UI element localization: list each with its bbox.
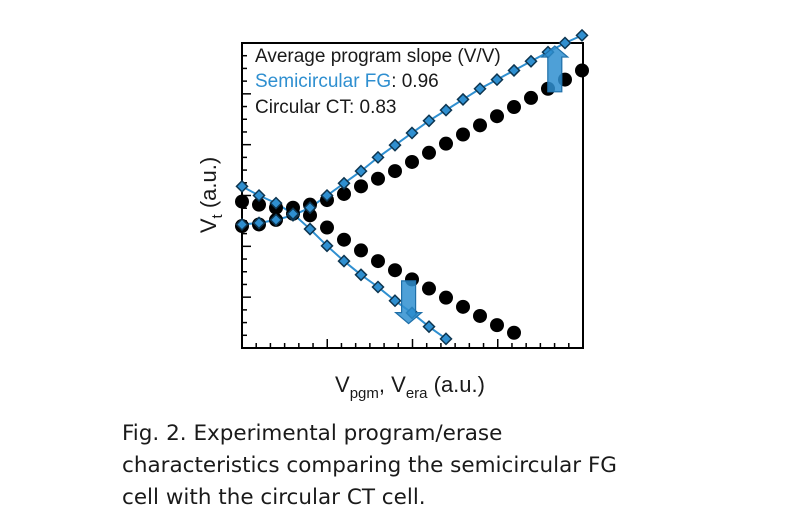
figure-caption: Fig. 2. Experimental program/erase chara… — [122, 418, 762, 514]
point-ct-3-14 — [473, 308, 487, 323]
point-fg-2-7 — [354, 268, 368, 282]
caption-line-2: characteristics comparing the semicircul… — [122, 453, 617, 478]
point-ct-3-4 — [303, 208, 317, 223]
point-fg-0-8 — [371, 150, 385, 164]
point-ct-1-7 — [354, 179, 368, 194]
legend-entry-ct: Circular CT: 0.83 — [255, 97, 397, 118]
point-ct-1-16 — [507, 100, 521, 115]
point-ct-1-6 — [337, 186, 351, 201]
point-fg-2-11 — [422, 320, 436, 334]
point-fg-0-16 — [507, 63, 521, 78]
point-ct-1-1 — [252, 197, 266, 212]
point-fg-2-5 — [320, 239, 334, 253]
point-ct-3-15 — [490, 318, 504, 333]
point-ct-3-7 — [354, 243, 368, 258]
caption-line-1: Fig. 2. Experimental program/erase — [122, 421, 503, 446]
x-axis-label: Vpgm, Vera (a.u.) — [335, 372, 485, 402]
legend-title: Average program slope (V/V) — [255, 46, 501, 67]
legend-fg-value: : 0.96 — [391, 71, 439, 92]
point-fg-0-9 — [388, 138, 402, 152]
point-ct-3-16 — [507, 325, 521, 340]
point-ct-1-20 — [575, 63, 589, 78]
legend-ct-value: : 0.83 — [349, 97, 397, 118]
legend-ct-name: Circular CT — [255, 97, 351, 118]
point-fg-0-12 — [439, 103, 453, 117]
point-ct-3-9 — [388, 263, 402, 278]
point-ct-3-5 — [320, 220, 334, 235]
point-ct-1-15 — [490, 109, 504, 124]
point-ct-1-11 — [422, 145, 436, 160]
point-fg-0-4 — [303, 201, 317, 215]
point-fg-2-4 — [303, 222, 317, 236]
point-ct-3-8 — [371, 254, 385, 269]
point-fg-0-13 — [456, 92, 470, 106]
point-fg-0-1 — [252, 216, 266, 230]
point-ct-3-13 — [456, 299, 470, 314]
point-fg-0-6 — [337, 176, 351, 190]
point-fg-2-3 — [286, 207, 300, 221]
shift-arrows — [393, 45, 570, 325]
point-ct-3-11 — [422, 281, 436, 296]
point-ct-1-14 — [473, 118, 487, 133]
point-ct-3-12 — [439, 290, 453, 305]
point-ct-3-6 — [337, 232, 351, 247]
point-ct-1-13 — [456, 127, 470, 142]
point-fg-0-19 — [558, 36, 572, 50]
point-fg-0-5 — [320, 188, 334, 203]
point-ct-1-9 — [388, 164, 402, 179]
point-fg-2-12 — [439, 332, 453, 346]
point-fg-2-2 — [269, 196, 283, 210]
point-fg-0-2 — [269, 213, 283, 227]
point-ct-1-17 — [524, 90, 538, 105]
arrow-up-0 — [540, 45, 570, 93]
point-fg-0-7 — [354, 164, 368, 178]
point-fg-0-0 — [235, 217, 249, 232]
point-fg-2-0 — [235, 179, 249, 193]
point-fg-2-6 — [337, 254, 351, 268]
point-fg-2-1 — [252, 188, 266, 203]
point-fg-0-15 — [490, 73, 504, 87]
point-ct-1-0 — [235, 194, 249, 209]
legend-entry-fg: Semicircular FG: 0.96 — [255, 71, 439, 92]
legend-fg-name: Semicircular FG — [255, 71, 391, 92]
point-fg-2-9 — [388, 294, 402, 308]
y-axis-label: Vt (a.u.) — [196, 157, 226, 233]
point-fg-0-17 — [524, 54, 538, 68]
point-fg-0-11 — [422, 114, 436, 128]
point-ct-1-8 — [371, 171, 385, 186]
point-fg-0-14 — [473, 82, 487, 96]
point-fg-0-10 — [405, 126, 419, 140]
legend-annotation: Average program slope (V/V) Semicircular… — [255, 46, 501, 118]
program-erase-chart: Average program slope (V/V) Semicircular… — [196, 28, 589, 402]
point-fg-0-20 — [575, 28, 589, 42]
point-ct-1-10 — [405, 154, 419, 169]
point-ct-1-12 — [439, 136, 453, 151]
caption-line-3: cell with the circular CT cell. — [122, 485, 426, 510]
point-fg-2-8 — [371, 280, 385, 294]
arrow-down-1 — [393, 280, 424, 325]
data-markers — [235, 28, 589, 346]
